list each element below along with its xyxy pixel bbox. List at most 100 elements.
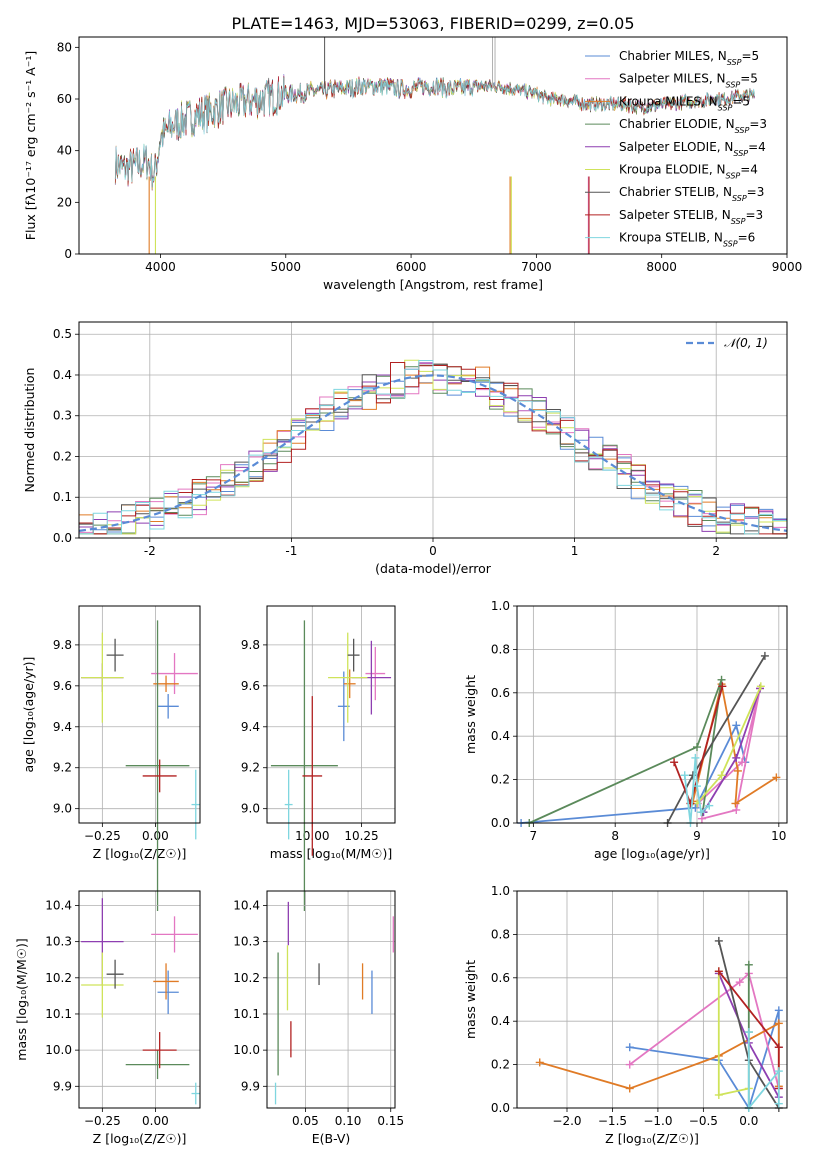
y-tick-label: 0.5	[53, 327, 72, 341]
legend-label: Kroupa STELIB, NSSP=6	[619, 231, 755, 249]
x-tick-label: 7	[530, 829, 538, 843]
mass-weight-line-3	[539, 1021, 780, 1090]
massweight-vs-age-panel: 7 8 9 10 0.0 0.2 0.4 0.6 0.8 1.0 age [log₁₀(age/yr…	[463, 599, 788, 861]
x-axis-label: mass [log₁₀(M/M☉)]	[270, 846, 392, 861]
x-tick-label: 0.0	[739, 1114, 758, 1128]
normal-curve	[78, 374, 788, 532]
y-tick-label: 0.2	[53, 449, 72, 463]
x-axis-label: Z [log₁₀(Z/Z☉)]	[93, 1131, 187, 1146]
y-tick-label: 1.0	[491, 884, 510, 898]
massweight-vs-Z-panel: −2.0 −1.5 −1.0 −0.5 0.0 0.0 0.2 0.4 0.6 0.8 1.0 Z […	[463, 884, 788, 1146]
y-tick-label: 10.3	[45, 935, 72, 949]
y-tick-label: 9.6	[53, 679, 72, 693]
legend-label: Kroupa MILES, NSSP=5	[619, 94, 750, 112]
axes-frame	[78, 890, 201, 1109]
y-tick-label: 10.2	[233, 971, 260, 985]
histogram-series-6	[79, 359, 787, 535]
y-tick-label: 1.0	[491, 599, 510, 613]
histogram-series-9	[79, 360, 787, 535]
x-tick-label: 10.25	[344, 829, 378, 843]
x-tick-label: 9	[693, 829, 701, 843]
x-tick-label: −0.5	[689, 1114, 718, 1128]
y-tick-label: 10.0	[45, 1043, 72, 1057]
y-tick-label: 9.9	[241, 1079, 260, 1093]
mass-weight-line-4	[528, 679, 723, 824]
y-tick-label: 0.6	[491, 686, 510, 700]
axes-frame	[266, 890, 396, 1109]
y-tick-label: 0.0	[491, 1101, 510, 1115]
x-axis-label: (data-model)/error	[375, 561, 492, 576]
mass-vs-ebv-panel: 0.05 0.10 0.15 9.9 10.0 10.1 10.2 10.3 10.4 E(B-V…	[233, 890, 404, 1146]
y-tick-label: 10.1	[45, 1007, 72, 1021]
x-tick-label: 0.15	[377, 1114, 404, 1128]
axes-frame	[78, 605, 201, 824]
axes-frame	[516, 605, 788, 824]
x-tick-label: −0.25	[84, 1114, 121, 1128]
x-tick-label: 7000	[521, 260, 552, 274]
x-tick-label: 6000	[396, 260, 427, 274]
y-tick-label: 9.4	[53, 720, 72, 734]
x-axis-label: age [log₁₀(age/yr)]	[594, 846, 710, 861]
axes-frame	[516, 890, 788, 1109]
y-tick-label: 9.8	[53, 638, 72, 652]
y-tick-label: 9.9	[53, 1079, 72, 1093]
y-tick-label: 10.3	[233, 935, 260, 949]
x-tick-label: 0.05	[292, 1114, 319, 1128]
y-axis-label: Normed distribution	[22, 368, 37, 493]
y-tick-label: 0	[64, 247, 72, 261]
x-tick-label: -1	[285, 544, 297, 558]
spectrum-panel: 4000 5000 6000 7000 8000 9000 0 20 40 60 80 wavelen…	[23, 36, 803, 292]
x-tick-label: 1	[571, 544, 579, 558]
legend-label: Chabrier STELIB, NSSP=3	[619, 185, 764, 203]
y-tick-label: 9.8	[241, 638, 260, 652]
x-tick-label: −2.0	[552, 1114, 581, 1128]
y-tick-label: 0.0	[491, 816, 510, 830]
x-tick-label: 0.10	[335, 1114, 362, 1128]
y-tick-label: 9.6	[241, 679, 260, 693]
legend-label: Chabrier ELODIE, NSSP=3	[619, 117, 767, 135]
spectrum-lines	[114, 37, 755, 254]
legend-label: 𝒩(0, 1)	[724, 336, 768, 350]
y-tick-label: 0.2	[491, 773, 510, 787]
x-tick-label: 0	[429, 544, 437, 558]
y-tick-label: 10.4	[45, 898, 72, 912]
axes-frame	[266, 605, 396, 824]
x-tick-label: 9000	[772, 260, 803, 274]
x-tick-label: -2	[144, 544, 156, 558]
y-tick-label: 0.6	[491, 971, 510, 985]
y-tick-label: 0.2	[491, 1058, 510, 1072]
y-tick-label: 10.0	[233, 1043, 260, 1057]
legend-label: Salpeter MILES, NSSP=5	[619, 72, 758, 90]
y-tick-label: 0.0	[53, 531, 72, 545]
x-axis-label: E(B-V)	[312, 1131, 351, 1146]
y-tick-label: 0.8	[491, 927, 510, 941]
x-tick-label: 2	[712, 544, 720, 558]
x-tick-label: 8	[611, 829, 619, 843]
mass-weight-line-9	[683, 757, 710, 824]
y-tick-label: 0.8	[491, 642, 510, 656]
legend-label: Chabrier MILES, NSSP=5	[619, 49, 759, 67]
x-tick-label: 4000	[145, 260, 176, 274]
y-tick-label: 9.0	[53, 802, 72, 816]
y-tick-label: 0.4	[491, 729, 510, 743]
y-axis-label: Flux [fλ10⁻¹⁷ erg cm⁻² s⁻¹ A⁻¹]	[23, 51, 38, 240]
x-tick-label: 10	[771, 829, 786, 843]
y-tick-label: 40	[57, 144, 72, 158]
y-axis-label: mass weight	[463, 960, 478, 1039]
spectrum-line-9	[114, 77, 755, 188]
x-axis-label: Z [log₁₀(Z/Z☉)]	[605, 1131, 699, 1146]
axes-frame	[78, 321, 788, 539]
x-tick-label: −1.0	[643, 1114, 672, 1128]
figure-title: PLATE=1463, MJD=53063, FIBERID=0299, z=0…	[231, 14, 634, 33]
y-tick-label: 9.2	[53, 761, 72, 775]
y-tick-label: 0.1	[53, 490, 72, 504]
y-tick-label: 9.2	[241, 761, 260, 775]
legend-label: Salpeter ELODIE, NSSP=4	[619, 140, 766, 158]
x-tick-label: 8000	[646, 260, 677, 274]
y-axis-label: age [log₁₀(age/yr)]	[21, 657, 36, 773]
y-axis-label: mass [log₁₀(M/M☉)]	[14, 938, 29, 1060]
y-tick-label: 0.4	[491, 1014, 510, 1028]
x-axis-label: Z [log₁₀(Z/Z☉)]	[93, 846, 187, 861]
